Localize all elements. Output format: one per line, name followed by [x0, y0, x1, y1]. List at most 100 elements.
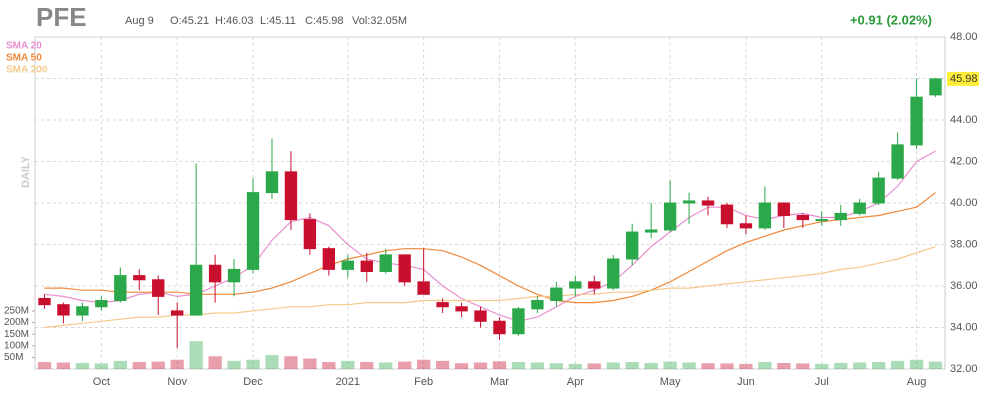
volume-tick-label: 200M — [4, 317, 29, 328]
volume-bar — [796, 363, 810, 369]
candle-body — [739, 223, 753, 229]
volume-bar — [606, 362, 620, 369]
volume-tick-label: 50M — [4, 352, 23, 363]
volume-bar — [265, 355, 279, 369]
candle-body — [114, 275, 127, 302]
x-tick-label: 2021 — [336, 376, 360, 388]
volume-bar — [511, 362, 526, 369]
candle-body — [891, 144, 904, 179]
candle-body — [758, 202, 772, 229]
candle-body — [95, 300, 108, 308]
candle-body — [682, 200, 696, 204]
last-price-box — [947, 71, 979, 86]
volume-bar — [492, 361, 507, 369]
candle-body — [208, 264, 222, 283]
x-tick-label: Oct — [93, 376, 110, 388]
candle-body — [303, 219, 317, 250]
legend-entry: SMA 50 — [6, 53, 42, 64]
volume-bar — [208, 356, 222, 369]
candle-body — [341, 260, 354, 270]
candle-body — [834, 212, 847, 221]
volume-bar — [909, 359, 924, 369]
candle-body — [227, 268, 241, 283]
date: Aug 9 — [125, 15, 154, 27]
candle-body — [853, 202, 866, 214]
candle-body — [152, 279, 165, 297]
volume-bar — [701, 363, 715, 369]
volume-text: Vol:32.05M — [352, 15, 407, 27]
y-tick-label: 32.00 — [950, 363, 978, 375]
candle-body — [493, 320, 506, 335]
candle-body — [38, 297, 51, 306]
candle-body — [701, 200, 715, 206]
candle-body — [76, 306, 89, 316]
candle-body — [626, 231, 639, 260]
volume-bar — [227, 360, 241, 369]
volume-bar — [625, 362, 639, 369]
volume-bar — [75, 362, 90, 369]
volume-bar — [379, 362, 393, 369]
volume-tick-label: 150M — [4, 329, 29, 340]
volume-bar — [189, 341, 203, 369]
volume-bar — [644, 362, 658, 369]
volume-bar — [568, 363, 582, 369]
candle-body — [872, 177, 885, 204]
volume-bar — [284, 356, 298, 369]
y-tick-label: 36.00 — [950, 280, 978, 292]
candle-body — [644, 229, 658, 233]
volume-bar — [549, 363, 563, 369]
volume-bar — [720, 363, 734, 369]
high-text: H:46.03 — [215, 15, 254, 27]
candle-body — [550, 287, 563, 302]
volume-bar — [94, 363, 108, 369]
candle-body — [360, 260, 373, 272]
volume-bar — [398, 361, 412, 369]
volume-bar — [739, 363, 753, 369]
x-tick-label: Mar — [490, 376, 509, 388]
candle-body — [777, 202, 791, 216]
volume-bar — [132, 362, 146, 369]
volume-bar — [170, 359, 184, 369]
volume-bar — [777, 362, 791, 369]
y-tick-label: 34.00 — [950, 321, 978, 333]
volume-bar — [417, 359, 431, 369]
volume-bar — [303, 358, 317, 369]
x-tick-label: Feb — [414, 376, 433, 388]
candle-body — [474, 310, 487, 322]
legend-entry: SMA 20 — [6, 41, 42, 52]
candle-body — [455, 306, 468, 312]
volume-bar — [37, 362, 52, 369]
low-text: L:45.11 — [260, 15, 296, 27]
y-tick-label: 38.00 — [950, 238, 978, 250]
volume-bar — [682, 362, 696, 369]
volume-bar — [928, 361, 943, 369]
volume-bar — [151, 361, 165, 369]
candle-body — [531, 300, 544, 310]
candle-body — [720, 204, 734, 225]
volume-bar — [473, 362, 488, 369]
y-tick-label: 48.00 — [950, 31, 978, 43]
volume-bar — [758, 362, 772, 369]
y-tick-label: 40.00 — [950, 197, 978, 209]
candle-body — [588, 281, 601, 289]
volume-bar — [587, 363, 601, 369]
ticker: PFE — [36, 2, 87, 32]
candle-body — [815, 219, 828, 222]
candle-body — [57, 304, 70, 316]
volume-bar — [872, 362, 886, 369]
candle-body — [379, 254, 392, 272]
last-price-label: 45.98 — [950, 73, 978, 85]
volume-bar — [890, 360, 905, 369]
candle-body — [189, 264, 203, 316]
candle-body — [436, 302, 449, 308]
candle-body — [417, 281, 430, 295]
candle-body — [322, 248, 336, 270]
legend-entry: SMA 200 — [6, 65, 48, 76]
volume-tick-label: 250M — [4, 306, 29, 317]
x-tick-label: Apr — [567, 376, 584, 388]
volume-bar — [246, 359, 260, 369]
candle-body — [265, 171, 279, 194]
candle-body — [929, 78, 942, 96]
candle-body — [133, 275, 146, 281]
